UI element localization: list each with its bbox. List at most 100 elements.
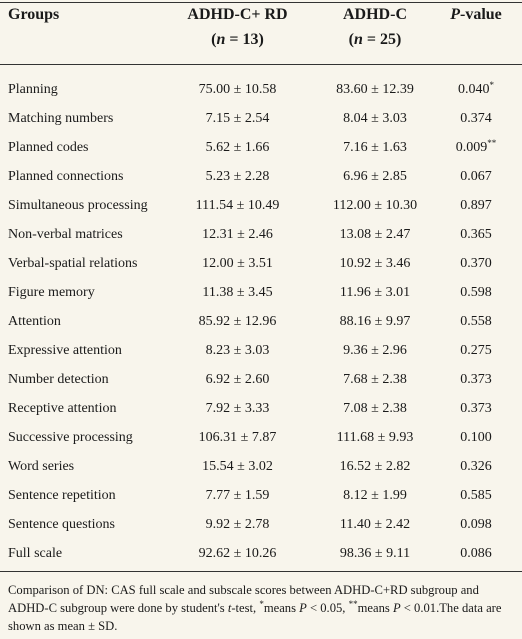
p-value: 0.100 (460, 430, 492, 445)
text-part: P (392, 601, 401, 615)
adhd-rd-value: 9.92 ± 2.78 (205, 517, 270, 532)
text-part: P (299, 601, 307, 615)
text-part: < 0.01.The data are shown as mean ± SD. (8, 601, 502, 633)
adhd-value: 88.16 ± 9.97 (339, 314, 411, 329)
adhd-value: 10.92 ± 3.46 (339, 256, 411, 271)
text-part: ** (348, 599, 358, 609)
text-part: = 13) (225, 31, 264, 48)
p-value: 0.598 (460, 285, 492, 300)
adhd-value: 98.36 ± 9.11 (339, 546, 411, 561)
p-value: 0.086 (460, 546, 492, 561)
adhd-rd-value: 6.92 ± 2.60 (205, 372, 270, 387)
adhd-rd-value: 12.31 ± 2.46 (202, 227, 273, 242)
text-part: t (227, 601, 232, 615)
p-value: 0.365 (460, 227, 492, 242)
p-value: 0.585 (460, 488, 492, 503)
p-value: 0.373 (460, 372, 492, 387)
adhd-rd-value: 12.00 ± 3.51 (202, 256, 273, 271)
p-value: 0.373 (460, 401, 492, 416)
p-value: 0.326 (460, 459, 492, 474)
adhd-rd-value: 106.31 ± 7.87 (198, 430, 277, 445)
significance-mark: * (489, 80, 495, 90)
row-label: Figure memory (8, 285, 95, 300)
p-value: 0.370 (460, 256, 492, 271)
adhd-value: 7.08 ± 2.38 (343, 401, 407, 416)
row-label: Planned codes (8, 140, 89, 155)
adhd-rd-value: 5.62 ± 1.66 (205, 140, 270, 155)
text-part: -value (460, 6, 502, 23)
text-part: Comparison of DN: CAS full scale and sub… (8, 583, 479, 615)
text-part: means (357, 601, 393, 615)
row-label: Verbal-spatial relations (8, 256, 138, 271)
row-label: Sentence questions (8, 517, 115, 532)
row-label: Number detection (8, 372, 109, 387)
row-label: Sentence repetition (8, 488, 116, 503)
row-label: Non-verbal matrices (8, 227, 123, 242)
adhd-value: 11.96 ± 3.01 (339, 285, 411, 300)
adhd-value: 11.40 ± 2.42 (339, 517, 411, 532)
row-label: Planning (8, 82, 58, 97)
adhd-value: 6.96 ± 2.85 (343, 169, 407, 184)
adhd-value: 7.16 ± 1.63 (343, 140, 407, 155)
p-value: 0.374 (460, 111, 492, 126)
adhd-rd-value: 75.00 ± 10.58 (198, 82, 277, 97)
adhd-rd-value: 11.38 ± 3.45 (202, 285, 273, 300)
row-label: Expressive attention (8, 343, 122, 358)
row-label: Simultaneous processing (8, 198, 148, 213)
row-label: Full scale (8, 546, 63, 561)
text-part: = 25) (362, 31, 402, 48)
p-value: 0.098 (460, 517, 492, 532)
text-part: ( (348, 31, 354, 48)
p-value: 0.009** (455, 138, 497, 156)
header-col2: ADHD-C+ RD (187, 6, 288, 23)
adhd-value: 9.36 ± 2.96 (343, 343, 407, 358)
text-part: < 0.05, (306, 601, 349, 615)
adhd-value: 112.00 ± 10.30 (332, 198, 418, 213)
top-rule (0, 2, 522, 3)
adhd-value: 111.68 ± 9.93 (336, 430, 414, 445)
adhd-rd-value: 7.92 ± 3.33 (205, 401, 270, 416)
adhd-value: 8.12 ± 1.99 (343, 488, 407, 503)
text-part: -test, (231, 601, 260, 615)
row-label: Attention (8, 314, 61, 329)
header-col3: ADHD-C (343, 6, 407, 23)
significance-mark: ** (487, 138, 497, 148)
adhd-value: 83.60 ± 12.39 (336, 82, 414, 97)
header-pvalue: P-value (435, 6, 517, 24)
header-rule (0, 64, 522, 65)
adhd-value: 7.68 ± 2.38 (343, 372, 407, 387)
p-value: 0.897 (460, 198, 492, 213)
p-value: 0.040* (458, 80, 495, 98)
adhd-value: 13.08 ± 2.47 (339, 227, 411, 242)
bottom-rule (0, 571, 522, 572)
adhd-rd-value: 85.92 ± 12.96 (198, 314, 277, 329)
adhd-rd-value: 7.15 ± 2.54 (205, 111, 270, 126)
adhd-rd-value: 92.62 ± 10.26 (198, 546, 277, 561)
p-value: 0.558 (460, 314, 492, 329)
adhd-rd-value: 5.23 ± 2.28 (205, 169, 270, 184)
row-label: Successive processing (8, 430, 133, 445)
row-label: Planned connections (8, 169, 124, 184)
text-part: n (353, 31, 363, 48)
text-part: ( (211, 31, 217, 48)
adhd-rd-value: 7.77 ± 1.59 (205, 488, 270, 503)
text-part: P (450, 6, 460, 23)
row-label: Word series (8, 459, 75, 474)
p-value: 0.275 (460, 343, 492, 358)
text-part: n (216, 31, 226, 48)
p-value: 0.067 (460, 169, 492, 184)
header-col3-n: (n = 25) (315, 31, 435, 49)
adhd-value: 8.04 ± 3.03 (343, 111, 407, 126)
text-part: means (263, 601, 300, 615)
text-part: * (259, 599, 264, 609)
adhd-rd-value: 8.23 ± 3.03 (205, 343, 270, 358)
adhd-rd-value: 15.54 ± 3.02 (202, 459, 273, 474)
adhd-value: 16.52 ± 2.82 (339, 459, 411, 474)
footnote: Comparison of DN: CAS full scale and sub… (8, 581, 518, 635)
adhd-rd-value: 111.54 ± 10.49 (195, 198, 280, 213)
row-label: Receptive attention (8, 401, 117, 416)
header-col2-n: (n = 13) (160, 31, 315, 49)
header-groups: Groups (8, 6, 60, 23)
row-label: Matching numbers (8, 111, 114, 126)
